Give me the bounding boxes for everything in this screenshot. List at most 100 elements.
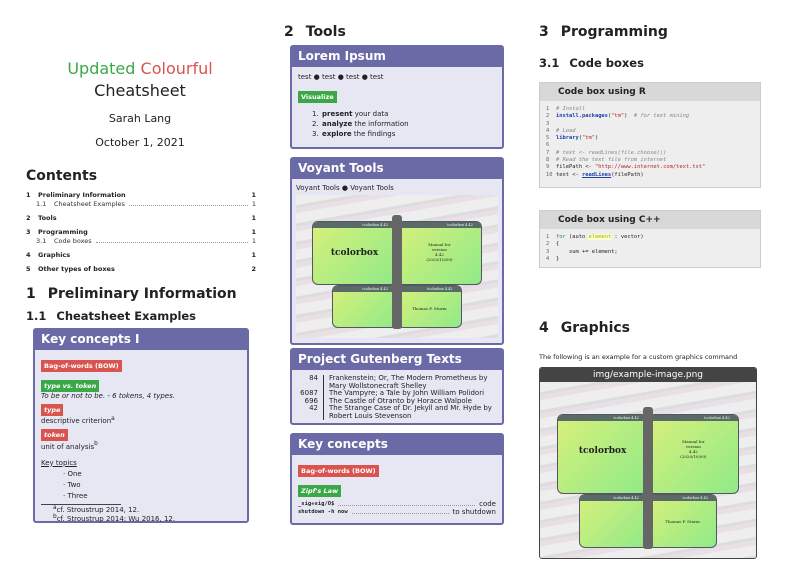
step-item: 2. analyze the information [312, 120, 409, 128]
gutenberg-row[interactable]: 42 The Strange Case of Dr. Jekyll and Mr.… [298, 404, 496, 420]
topic-item: · Two [63, 480, 81, 489]
box-title: Lorem Ipsum [292, 47, 502, 67]
box-title: Key concepts I [35, 330, 247, 350]
wing: tcolorbox 4.42 Manual for version 4.42 (2020… [397, 220, 482, 286]
toc-label: Programming [38, 228, 88, 236]
toc-label: Other types of boxes [38, 265, 115, 273]
subsection-3-1-heading: 3.1 Code boxes [539, 56, 644, 70]
gutenberg-row[interactable]: 84 Frankenstein; Or, The Modern Prometheu… [298, 374, 496, 390]
section-3-heading: 3 Programming [539, 24, 668, 40]
title-line2: Cheatsheet [94, 81, 186, 100]
cpp-code: 1 for (auto element : vector) 2{ 3 sum +=… [546, 234, 644, 262]
wing: tcolorbox 4.42 [578, 494, 648, 548]
test-list: test ● test ● test ● test [298, 73, 384, 81]
box-title: Project Gutenberg Texts [292, 350, 502, 370]
toc-entry[interactable]: 5 Other types of boxes 2 [26, 265, 256, 273]
key-concepts-i-box: Key concepts I Bag-of-words (BOW) type v… [33, 328, 249, 523]
butterfly-image: tcolorbox 4.42 tcolorbox tcolorbox 4.42 Man… [296, 195, 498, 338]
concept-row: shutdown -h now to shutdown [298, 508, 496, 516]
code-box-title: Code box using C++ [540, 211, 760, 229]
manual-label: Manual for version 4.42 (2020/10/09) [680, 438, 707, 459]
toc-label: Cheatsheet Examples [54, 200, 125, 208]
toc-num: 1.1 [36, 200, 47, 208]
footnote-mark: a [111, 416, 115, 422]
tag-type: type [41, 404, 64, 416]
tag-type-vs-token: type vs. token [41, 380, 100, 392]
author-label: Thomas F. Sturm [412, 306, 447, 312]
step-item: 1. present your data [312, 110, 389, 118]
code-box-title: Code box using R [540, 83, 760, 101]
graphics-text: The following is an example for a custom… [539, 353, 738, 361]
table-of-contents: 1 Preliminary Information 1 1.1 Cheatsheet E… [26, 190, 256, 273]
box-title: Voyant Tools [292, 159, 502, 179]
wing: tcolorbox 4.42 tcolorbox [312, 220, 397, 286]
lorem-ipsum-box: Lorem Ipsum test ● test ● test ● test Vi… [290, 45, 504, 149]
graphics-figure: img/example-image.png tcolorbox 4.42 tcol… [539, 367, 757, 559]
toc-page: 1 [251, 228, 256, 236]
tag-text: unit of analysis [41, 442, 95, 451]
butterfly-body [391, 215, 403, 330]
toc-label: Tools [38, 214, 57, 222]
section-4-heading: 4 Graphics [539, 320, 631, 336]
wing: tcolorbox 4.42 tcolorbox [557, 414, 648, 495]
tag-text: To be or not to be. - 6 tokens, 4 types. [41, 392, 175, 400]
toc-page: 1 [251, 191, 256, 199]
tag-zipfs-law: Zipf's Law [298, 485, 342, 497]
gutenberg-box: Project Gutenberg Texts 84 Frankenstein; … [290, 348, 504, 425]
manual-label: Manual for version 4.42 (2020/10/09) [426, 242, 453, 263]
tag-bow: Bag-of-words (BOW) [41, 360, 122, 372]
topic-item: · One [63, 469, 82, 478]
box-title: Key concepts [292, 435, 502, 455]
voyant-list: Voyant Tools ● Voyant Tools [296, 184, 394, 192]
figure-title: img/example-image.png [540, 368, 756, 382]
wing: tcolorbox 4.42 [332, 285, 397, 328]
step-item: 3. explore the findings [312, 130, 396, 138]
voyant-tools-box: Voyant Tools Voyant Tools ● Voyant Tools… [290, 157, 504, 345]
toc-entry[interactable]: 4 Graphics 1 [26, 251, 256, 259]
wing: tcolorbox 4.42 Thomas F. Sturm [648, 494, 718, 548]
author: Sarah Lang [108, 112, 172, 125]
code-box-r: Code box using R 1 # Install 2 install.pac… [539, 82, 761, 188]
title-word-updated: Updated [67, 59, 136, 78]
subsection-1-1-heading: 1.1 Cheatsheet Examples [26, 309, 197, 323]
toc-label: Code boxes [54, 237, 92, 245]
document-title: Updated Colourful Cheatsheet Sarah Lang … [25, 58, 255, 154]
section-2-heading: 2 Tools [284, 24, 346, 40]
toc-entry[interactable]: 3.1 Code boxes 1 [26, 237, 256, 245]
toc-page: 1 [251, 214, 256, 222]
wing: tcolorbox 4.42 Manual for version 4.42 (2020… [648, 414, 739, 495]
toc-page: 1 [251, 200, 256, 208]
key-concepts-box: Key concepts Bag-of-words (BOW) Zipf's L… [290, 433, 504, 525]
butterfly-body [642, 406, 654, 550]
tcolorbox-label: tcolorbox [578, 445, 627, 456]
toc-entry[interactable]: 1 Preliminary Information 1 [26, 191, 256, 199]
toc-entry[interactable]: 2 Tools 1 [26, 214, 256, 222]
toc-page: 1 [251, 251, 256, 259]
toc-num: 2 [26, 214, 31, 222]
wing: tcolorbox 4.42 Thomas F. Sturm [397, 285, 462, 328]
footnote-mark: b [94, 441, 98, 448]
gutenberg-row[interactable]: 6087 The Vampyre; a Tale by John William … [298, 389, 496, 398]
author-label: Thomas F. Sturm [665, 518, 700, 524]
gutenberg-row[interactable]: 696 The Castle of Otranto by Horace Walpo… [298, 397, 496, 405]
contents-heading: Contents [26, 168, 98, 184]
concept-row: _sig+sig/O$ code [298, 500, 496, 508]
topic-item: · Three [63, 491, 88, 500]
toc-num: 1 [26, 191, 31, 199]
toc-num: 3.1 [36, 237, 47, 245]
key-topics-label: Key topics [41, 458, 77, 467]
tcolorbox-label: tcolorbox [330, 247, 379, 258]
toc-label: Graphics [38, 251, 71, 259]
footnote-a: acf. Stroustrup 2014, 12. [53, 504, 140, 514]
toc-num: 5 [26, 265, 31, 273]
toc-page: 2 [251, 265, 256, 273]
tag-token: token [41, 429, 68, 442]
section-1-heading: 1 Preliminary Information [26, 286, 237, 302]
tag-text: descriptive criterion [41, 417, 112, 426]
toc-entry[interactable]: 3 Programming 1 [26, 228, 256, 236]
date: October 1, 2021 [95, 136, 185, 149]
visualize-button[interactable]: Visualize [298, 91, 337, 103]
code-box-cpp: Code box using C++ 1 for (auto element : … [539, 210, 761, 268]
steps-list: 1. present your data 2. analyze the informa… [298, 109, 496, 139]
toc-entry[interactable]: 1.1 Cheatsheet Examples 1 [26, 200, 256, 208]
